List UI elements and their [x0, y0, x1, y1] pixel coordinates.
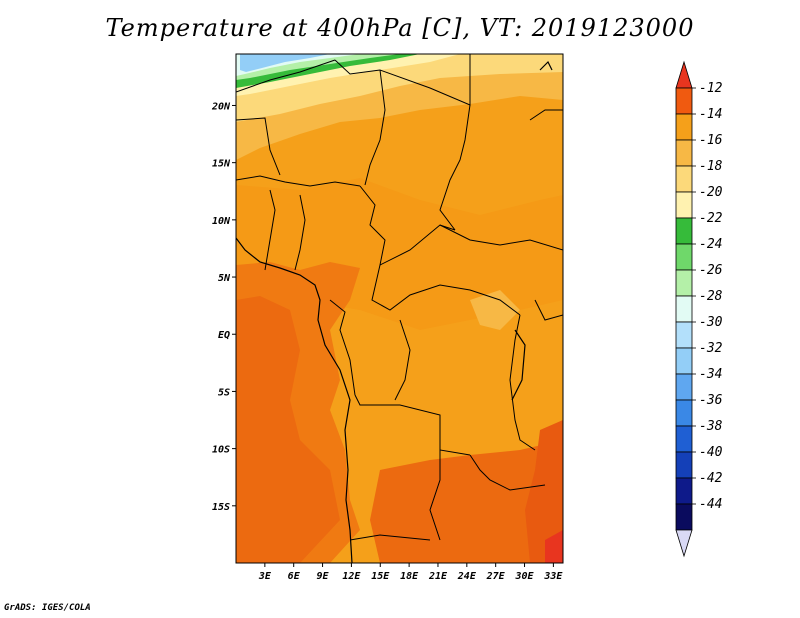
colorbar-swatch: [675, 425, 693, 453]
colorbar-label: -18: [699, 159, 723, 174]
longitude-axis: 3E 6E 9E 12E 15E 18E 21E 24E 27E 30E 33E: [258, 563, 563, 582]
lon-label: 27E: [486, 571, 506, 582]
colorbar-swatch: [675, 139, 693, 167]
lat-label: 20N: [211, 101, 231, 112]
colorbar-swatch: [675, 269, 693, 297]
colorbar-label: -26: [699, 263, 723, 278]
colorbar-min-triangle: [675, 529, 693, 558]
colorbar-label: -44: [699, 497, 722, 512]
lon-label: 33E: [543, 571, 563, 582]
map-frame: [235, 53, 564, 564]
colorbar-swatch: [675, 373, 693, 401]
colorbar-swatch: [675, 87, 693, 115]
colorbar-label: -16: [699, 133, 723, 148]
lon-label: 3E: [258, 571, 272, 582]
colorbar-swatch: [675, 477, 693, 505]
latitude-axis: 20N 15N 10N 5N EQ 5S 10S 15S: [211, 101, 236, 513]
lon-label: 30E: [514, 571, 534, 582]
colorbar-swatch: [675, 321, 693, 349]
colorbar-label: -32: [699, 341, 723, 356]
lon-label: 15E: [371, 571, 390, 582]
colorbar-label: -20: [699, 185, 723, 200]
lat-label: 15N: [212, 159, 231, 170]
lat-label: 15S: [212, 502, 230, 513]
colorbar-swatch: [675, 347, 693, 375]
lat-label: 10S: [212, 445, 230, 456]
lon-label: 9E: [317, 571, 330, 582]
colorbar-swatch: [675, 191, 693, 219]
colorbar-swatch: [675, 243, 693, 271]
colorbar: -12 -14 -16 -18 -20 -22 -24 -26 -28 -30 -32 -34 -36 -…: [675, 60, 723, 558]
colorbar-label: -28: [699, 289, 723, 304]
colorbar-label: -42: [699, 471, 723, 486]
colorbar-swatch: [675, 165, 693, 193]
lon-label: 18E: [400, 571, 419, 582]
lon-label: 21E: [428, 571, 448, 582]
lat-label: 5S: [218, 387, 230, 398]
colorbar-label: -12: [699, 81, 723, 96]
lon-label: 24E: [457, 571, 477, 582]
colorbar-label: -30: [699, 315, 723, 330]
colorbar-swatch: [675, 113, 693, 141]
lon-label: 12E: [342, 571, 361, 582]
coastline: [236, 60, 553, 563]
colorbar-label: -34: [699, 367, 722, 382]
lon-label: 6E: [288, 571, 301, 582]
lat-label: EQ: [218, 330, 230, 341]
colorbar-label: -22: [699, 211, 723, 226]
colorbar-swatch: [675, 295, 693, 323]
colorbar-max-triangle: [675, 60, 693, 89]
colorbar-swatch: [675, 399, 693, 427]
colorbar-label: -36: [699, 393, 723, 408]
colorbar-swatch: [675, 217, 693, 245]
colorbar-label: -24: [699, 237, 722, 252]
colorbar-label: -14: [699, 107, 722, 122]
grads-credit: GrADS: IGES/COLA: [4, 603, 91, 613]
colorbar-swatch: [675, 451, 693, 479]
lat-label: 10N: [212, 216, 231, 227]
map-title: Temperature at 400hPa [C], VT: 201912300…: [105, 14, 695, 42]
colorbar-label: -38: [699, 419, 723, 434]
colorbar-label: -40: [699, 445, 723, 460]
lat-label: 5N: [218, 273, 231, 284]
temperature-field: [236, 54, 563, 563]
colorbar-swatch: [675, 503, 693, 531]
